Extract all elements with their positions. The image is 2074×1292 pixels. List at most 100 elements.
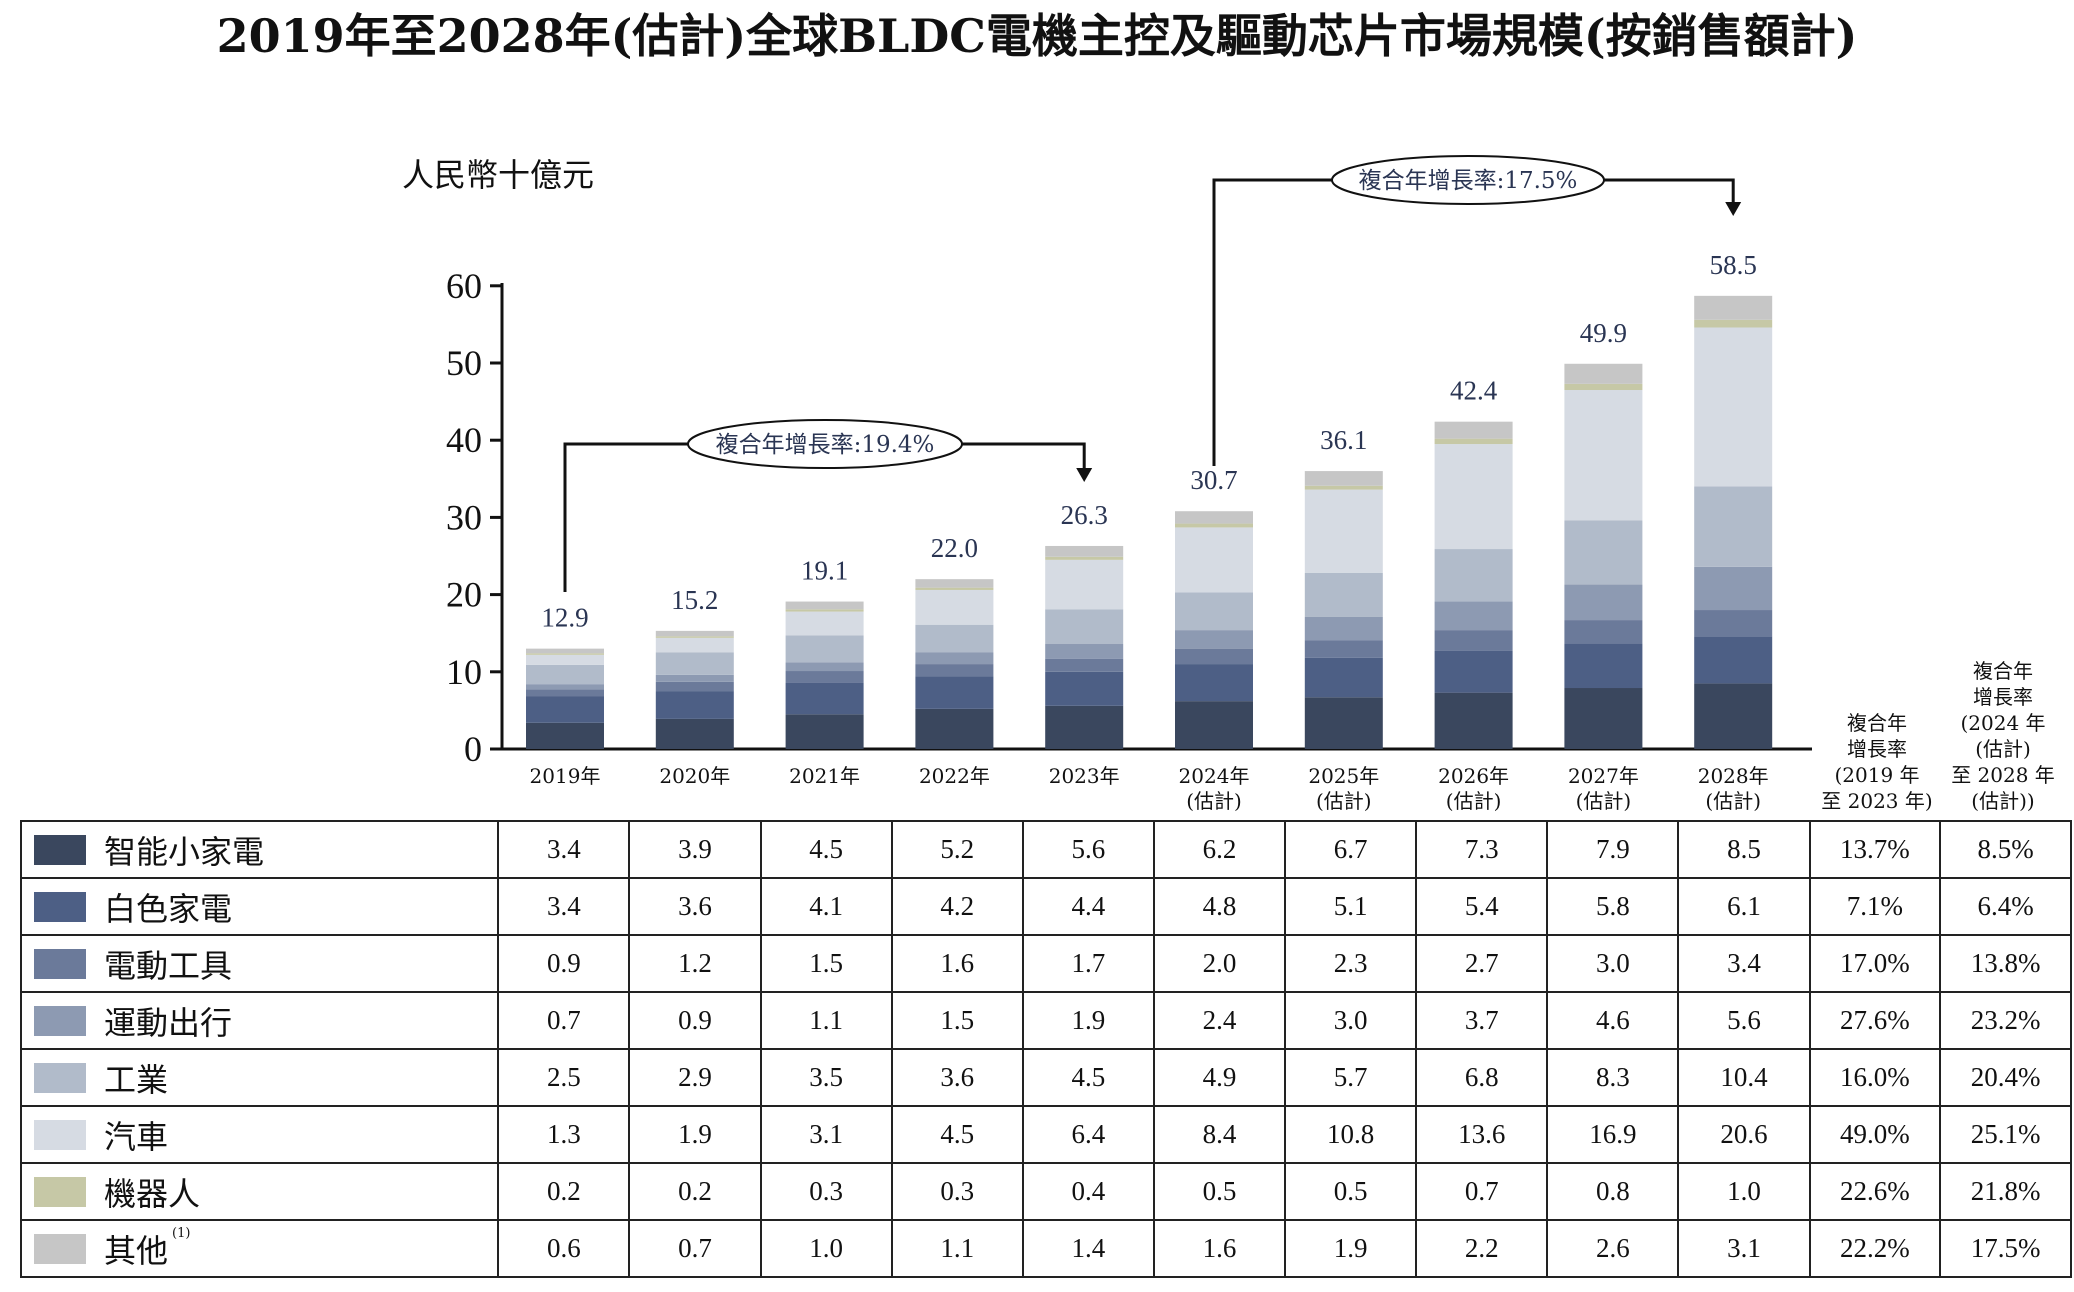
table-cell-value: 5.1 [1285,878,1416,935]
cagr-column-header: 複合年 [1973,659,2033,683]
table-cell-value: 6.8 [1416,1049,1547,1106]
data-table: 智能小家電 3.4 3.9 4.5 5.2 5.6 6.2 6.7 7.3 7.9 8.5 13.7%… [20,820,2072,1278]
table-cell-value: 6.1 [1678,878,1809,935]
legend-label-cell: 運動出行 [21,992,498,1049]
table-cell-cagr: 16.0% [1810,1049,1941,1106]
bar-total-label: 15.2 [671,585,718,615]
bar-segment [1564,390,1642,520]
table-cell-value: 0.3 [892,1163,1023,1220]
legend-label-cell: 智能小家電 [21,821,498,878]
bar-segment [1435,602,1513,631]
table-cell-value: 0.9 [498,935,629,992]
bar-segment [526,697,604,723]
legend-label-cell: 白色家電 [21,878,498,935]
bar-segment [1175,592,1253,630]
table-row: 白色家電 3.4 3.6 4.1 4.2 4.4 4.8 5.1 5.4 5.8 6.1 7.1% 6.… [21,878,2071,935]
table-cell-value: 20.6 [1678,1106,1809,1163]
x-tick-label: 2025年 [1308,764,1379,788]
bar-segment [1435,693,1513,749]
bar-segment [1435,630,1513,651]
table-cell-value: 0.5 [1154,1163,1285,1220]
table-cell-value: 4.6 [1547,992,1678,1049]
bar-segment [915,664,993,676]
cagr-column-header: 複合年 [1847,711,1907,735]
table-cell-value: 1.9 [1023,992,1154,1049]
table-cell-cagr: 23.2% [1940,992,2071,1049]
table-cell-value: 0.7 [629,1220,760,1277]
table-cell-value: 3.5 [761,1049,892,1106]
bar-total-label: 49.9 [1580,318,1627,348]
table-cell-cagr: 25.1% [1940,1106,2071,1163]
bar-segment [1564,364,1642,384]
table-cell-cagr: 7.1% [1810,878,1941,935]
series-name: 白色家電 [104,890,232,928]
bar-segment [1045,557,1123,560]
bar-segment [1175,630,1253,649]
table-row: 汽車 1.3 1.9 3.1 4.5 6.4 8.4 10.8 13.6 16.9 20.6 49.0… [21,1106,2071,1163]
table-cell-value: 3.0 [1285,992,1416,1049]
bar-segment [656,719,734,749]
table-cell-value: 5.7 [1285,1049,1416,1106]
table-cell-value: 0.6 [498,1220,629,1277]
bar-segment [1694,320,1772,328]
bar-segment [915,579,993,587]
bar-total-label: 30.7 [1190,465,1237,495]
bar-segment [1175,524,1253,528]
bar-segment [1175,649,1253,664]
bar-segment [1175,527,1253,592]
table-cell-value: 8.3 [1547,1049,1678,1106]
legend-swatch [34,1120,86,1150]
bar-segment [1435,549,1513,601]
bar-segment [1435,651,1513,693]
bar-segment [526,684,604,689]
bar-segment [656,653,734,675]
series-name: 機器人 [104,1175,200,1213]
table-cell-value: 2.9 [629,1049,760,1106]
bar-segment [1045,659,1123,672]
table-cell-value: 1.9 [1285,1220,1416,1277]
table-cell-value: 0.8 [1547,1163,1678,1220]
x-tick-note: (估計) [1576,789,1632,813]
table-cell-value: 1.5 [761,935,892,992]
table-cell-value: 6.4 [1023,1106,1154,1163]
table-cell-value: 1.0 [761,1220,892,1277]
bar-total-label: 26.3 [1061,500,1108,530]
bar-total-label: 22.0 [931,533,978,563]
bar-total-label: 12.9 [541,603,588,633]
series-name: 智能小家電 [104,833,264,871]
table-cell-value: 3.4 [498,821,629,878]
bar-segment [1305,697,1383,749]
bar-segment [1305,471,1383,486]
bar-segment [656,636,734,638]
bar-segment [1435,444,1513,549]
bar-segment [1694,683,1772,749]
legend-label-cell: 機器人 [21,1163,498,1220]
x-tick-note: (估計) [1186,789,1242,813]
table-cell-value: 6.7 [1285,821,1416,878]
bar-segment [1045,706,1123,749]
table-cell-value: 3.9 [629,821,760,878]
y-tick-label: 30 [446,497,482,537]
bar-segment [656,638,734,653]
cagr-column-header: (2024 年 [1960,711,2045,735]
table-cell-value: 3.4 [1678,935,1809,992]
table-cell-cagr: 8.5% [1940,821,2071,878]
bar-segment [526,655,604,665]
cagr-arrow-head [1725,202,1741,216]
table-cell-value: 1.1 [761,992,892,1049]
legend-swatch [34,1063,86,1093]
table-cell-value: 4.8 [1154,878,1285,935]
bar-segment [786,714,864,749]
x-tick-label: 2022年 [919,764,990,788]
series-name: 運動出行 [104,1004,232,1042]
table-cell-value: 1.6 [1154,1220,1285,1277]
bar-segment [1045,546,1123,557]
bar-segment [786,609,864,611]
table-cell-cagr: 17.5% [1940,1220,2071,1277]
table-cell-value: 2.4 [1154,992,1285,1049]
y-tick-label: 60 [446,266,482,306]
bar-segment [1694,296,1772,320]
table-cell-value: 5.4 [1416,878,1547,935]
bar-segment [656,675,734,682]
bar-segment [786,602,864,610]
